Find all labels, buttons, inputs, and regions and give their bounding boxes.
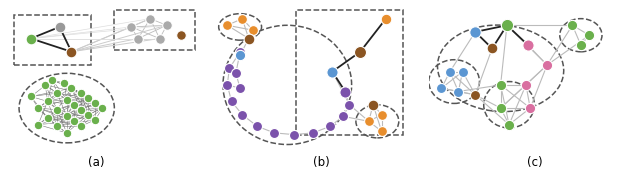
Point xyxy=(68,120,79,123)
Point xyxy=(289,133,299,136)
Point xyxy=(162,24,172,27)
Point xyxy=(83,97,93,100)
Point xyxy=(269,131,280,134)
Text: (c): (c) xyxy=(527,156,542,169)
Point xyxy=(487,47,497,50)
Point xyxy=(52,108,62,111)
Point xyxy=(154,37,164,40)
Point xyxy=(67,50,77,53)
Point xyxy=(470,30,481,33)
Point xyxy=(252,125,262,128)
Point xyxy=(567,24,577,27)
Point xyxy=(445,70,455,73)
Point xyxy=(237,17,248,20)
Point xyxy=(308,131,318,134)
Point xyxy=(83,113,93,116)
Point xyxy=(90,118,100,121)
Point xyxy=(495,84,506,86)
Bar xyxy=(296,10,403,135)
Point xyxy=(176,34,186,37)
Point xyxy=(376,130,387,133)
Point xyxy=(542,64,552,66)
Point xyxy=(54,26,65,28)
Point xyxy=(42,117,52,120)
Point xyxy=(60,82,70,85)
Point xyxy=(76,108,86,111)
Point xyxy=(26,95,36,98)
Point xyxy=(227,100,237,103)
Point xyxy=(364,120,374,123)
Point xyxy=(495,107,506,109)
Point xyxy=(248,29,258,32)
Point xyxy=(338,115,348,118)
Point xyxy=(61,115,72,118)
Point xyxy=(470,93,481,96)
Text: (a): (a) xyxy=(88,156,105,169)
Point xyxy=(76,125,86,128)
Point xyxy=(376,113,387,116)
Point xyxy=(145,17,156,20)
Point xyxy=(344,103,355,106)
Point xyxy=(52,92,62,95)
Point xyxy=(244,37,254,40)
Point xyxy=(33,107,44,109)
Point xyxy=(97,107,108,109)
Bar xyxy=(115,10,195,50)
Point xyxy=(235,87,245,90)
Point xyxy=(133,37,143,40)
Point xyxy=(235,54,245,57)
Point xyxy=(222,84,232,86)
Point xyxy=(222,24,232,27)
Point xyxy=(33,123,44,126)
Point xyxy=(521,84,531,86)
Point xyxy=(68,103,79,106)
Point xyxy=(126,26,136,28)
Point xyxy=(26,37,36,40)
Point xyxy=(502,24,512,27)
Point xyxy=(90,102,100,105)
Point xyxy=(504,123,514,126)
Text: (b): (b) xyxy=(313,156,330,169)
Point xyxy=(76,92,86,95)
Point xyxy=(47,78,58,81)
Point xyxy=(327,70,337,73)
Bar xyxy=(14,15,90,65)
Point xyxy=(525,107,535,109)
Point xyxy=(67,87,77,90)
Point xyxy=(42,100,52,103)
Point xyxy=(231,72,241,75)
Point xyxy=(237,113,248,116)
Point xyxy=(436,87,447,90)
Point xyxy=(235,50,245,53)
Point xyxy=(340,90,350,93)
Point xyxy=(355,50,365,53)
Point xyxy=(325,125,335,128)
Point xyxy=(576,44,586,47)
Point xyxy=(584,34,595,37)
Point xyxy=(61,98,72,101)
Point xyxy=(453,90,463,93)
Point xyxy=(40,84,51,86)
Point xyxy=(523,44,533,47)
Point xyxy=(61,131,72,134)
Point xyxy=(52,125,62,128)
Point xyxy=(458,70,468,73)
Point xyxy=(381,17,391,20)
Point xyxy=(368,103,378,106)
Point xyxy=(224,67,234,70)
